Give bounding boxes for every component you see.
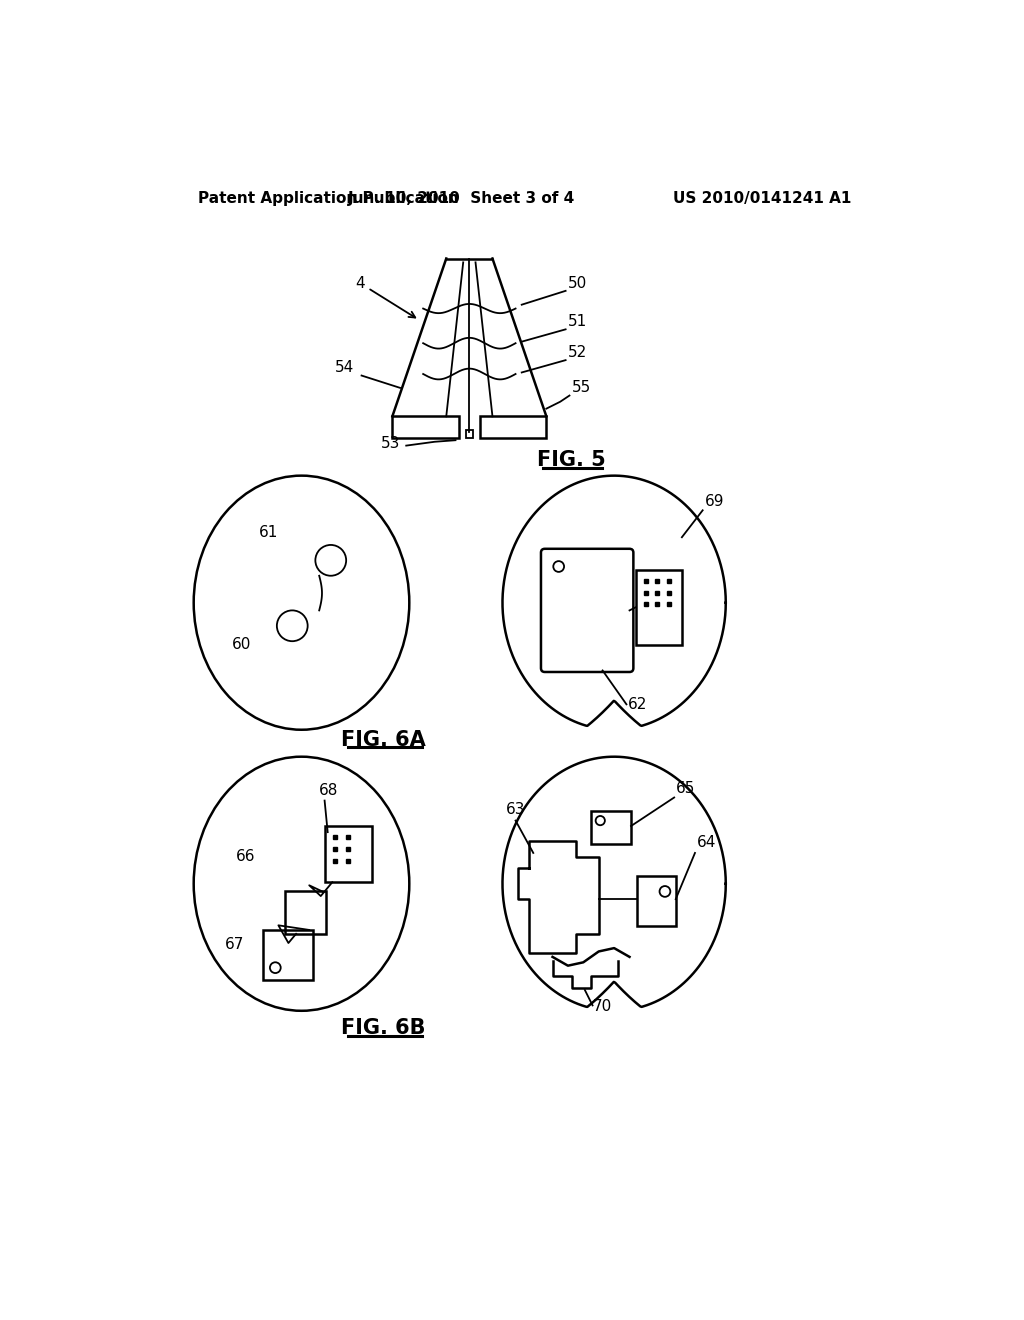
Text: 52: 52 bbox=[568, 345, 587, 360]
Text: Jun. 10, 2010  Sheet 3 of 4: Jun. 10, 2010 Sheet 3 of 4 bbox=[348, 191, 575, 206]
Text: 50: 50 bbox=[568, 276, 587, 290]
Text: Patent Application Publication: Patent Application Publication bbox=[199, 191, 459, 206]
Text: 66: 66 bbox=[237, 849, 256, 863]
Text: 60: 60 bbox=[232, 636, 252, 652]
Text: 69: 69 bbox=[705, 495, 725, 510]
Text: FIG. 6A: FIG. 6A bbox=[341, 730, 426, 750]
Text: 68: 68 bbox=[318, 783, 338, 799]
Text: 53: 53 bbox=[381, 436, 400, 451]
Text: 61: 61 bbox=[259, 525, 279, 540]
Text: US 2010/0141241 A1: US 2010/0141241 A1 bbox=[673, 191, 851, 206]
Text: 4: 4 bbox=[355, 276, 416, 318]
Text: FIG. 6B: FIG. 6B bbox=[341, 1019, 425, 1039]
Text: 65: 65 bbox=[676, 781, 695, 796]
Text: 62: 62 bbox=[628, 697, 647, 711]
Text: 63: 63 bbox=[506, 803, 525, 817]
Text: 64: 64 bbox=[697, 834, 717, 850]
Text: 54: 54 bbox=[335, 360, 354, 375]
Text: FIG. 5: FIG. 5 bbox=[537, 450, 605, 470]
Text: 67: 67 bbox=[224, 937, 244, 952]
Text: 51: 51 bbox=[568, 314, 587, 329]
Text: 70: 70 bbox=[593, 999, 611, 1014]
Text: 55: 55 bbox=[571, 380, 591, 396]
